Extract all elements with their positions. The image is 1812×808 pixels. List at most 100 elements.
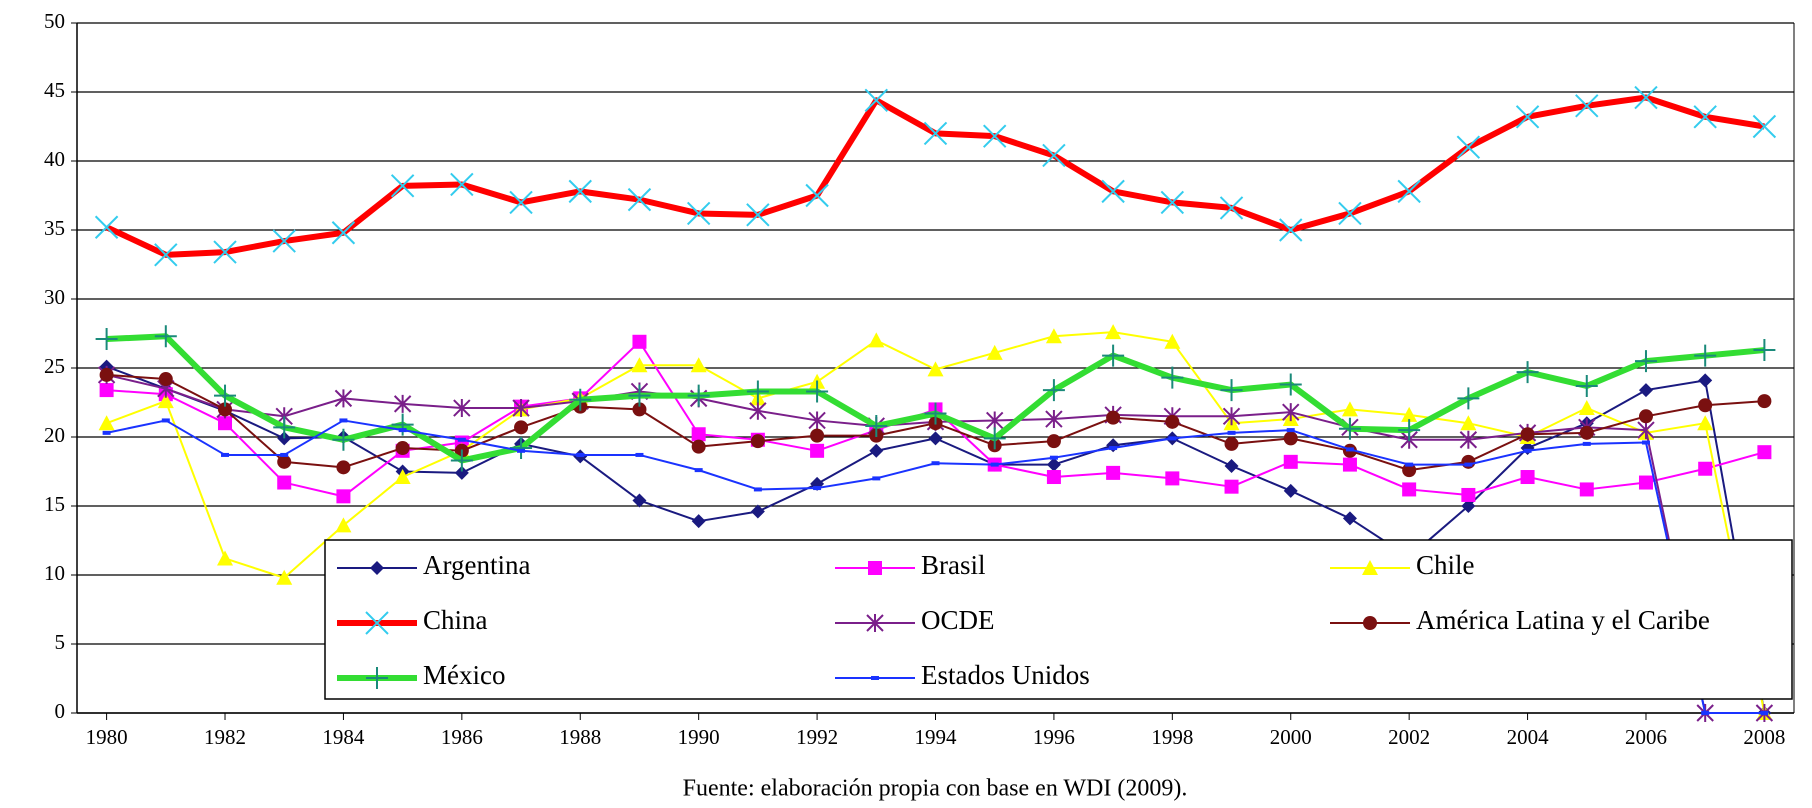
marker xyxy=(627,187,652,212)
caption: Fuente: elaboración propia con base en W… xyxy=(683,776,1188,802)
marker xyxy=(394,469,411,485)
marker xyxy=(370,561,384,575)
marker xyxy=(335,517,352,533)
marker xyxy=(1345,447,1354,452)
marker xyxy=(1342,457,1357,472)
legend-label: China xyxy=(423,605,488,635)
marker xyxy=(750,434,765,449)
marker xyxy=(1757,394,1772,409)
y-tick-label: 10 xyxy=(44,561,65,585)
marker xyxy=(1283,431,1298,446)
marker xyxy=(332,428,355,451)
x-tick-label: 1990 xyxy=(678,725,720,749)
marker xyxy=(694,468,703,473)
marker xyxy=(1464,462,1473,467)
marker xyxy=(1638,409,1653,424)
marker xyxy=(1752,114,1777,139)
marker xyxy=(1693,105,1717,129)
marker xyxy=(366,667,388,689)
marker xyxy=(99,383,114,398)
marker xyxy=(628,384,651,407)
marker xyxy=(1338,417,1361,440)
marker xyxy=(1461,487,1476,502)
marker xyxy=(512,399,530,418)
series xyxy=(95,325,1776,472)
marker xyxy=(576,452,585,457)
marker xyxy=(927,361,944,377)
marker xyxy=(98,415,115,431)
marker xyxy=(1282,403,1300,422)
marker xyxy=(569,388,592,411)
marker xyxy=(1102,344,1125,367)
x-tick-label: 1984 xyxy=(322,725,365,749)
marker xyxy=(1753,339,1776,362)
marker xyxy=(865,414,888,437)
marker xyxy=(806,380,829,403)
series xyxy=(99,334,1772,504)
marker xyxy=(1638,383,1653,398)
marker xyxy=(1461,454,1476,469)
marker xyxy=(336,460,351,475)
marker xyxy=(931,461,940,466)
marker xyxy=(1402,463,1417,478)
marker xyxy=(1575,374,1598,397)
marker xyxy=(331,221,356,245)
marker xyxy=(277,454,292,469)
marker xyxy=(1637,421,1655,440)
marker xyxy=(1363,616,1377,630)
marker xyxy=(339,418,348,423)
marker xyxy=(102,430,111,435)
marker xyxy=(635,452,644,457)
marker xyxy=(1697,415,1714,431)
marker xyxy=(398,428,407,433)
marker xyxy=(1168,436,1177,441)
marker xyxy=(1224,458,1239,473)
marker xyxy=(1109,446,1118,451)
marker xyxy=(864,88,889,112)
marker xyxy=(450,172,474,197)
x-tick-label: 1994 xyxy=(915,725,958,749)
series xyxy=(94,85,1777,267)
marker xyxy=(1694,344,1717,367)
marker xyxy=(805,183,829,208)
marker xyxy=(631,357,648,373)
marker xyxy=(1575,94,1599,118)
marker xyxy=(1049,455,1058,460)
marker xyxy=(869,443,884,458)
marker xyxy=(1397,179,1421,204)
marker xyxy=(514,420,529,435)
marker xyxy=(868,332,885,348)
y-tick-label: 30 xyxy=(44,285,65,309)
marker xyxy=(985,411,1004,430)
marker xyxy=(1698,461,1713,476)
marker xyxy=(1362,560,1378,575)
marker xyxy=(1042,143,1066,168)
marker xyxy=(1165,414,1180,429)
marker xyxy=(1579,425,1594,440)
marker xyxy=(1698,373,1713,388)
marker xyxy=(813,486,822,491)
marker xyxy=(1224,479,1239,494)
marker xyxy=(1698,398,1713,413)
marker xyxy=(1045,410,1063,429)
marker xyxy=(1164,333,1181,349)
y-tick-label: 5 xyxy=(55,630,66,654)
x-tick-label: 1996 xyxy=(1033,725,1075,749)
legend-label: México xyxy=(423,660,505,690)
legend: Argentina Brasil Chile China OCDE América Lat… xyxy=(324,539,1793,700)
marker xyxy=(1106,465,1121,480)
marker xyxy=(810,443,825,458)
x-tick-label: 2006 xyxy=(1625,725,1667,749)
marker xyxy=(1165,471,1180,486)
marker xyxy=(1219,196,1244,220)
marker xyxy=(1279,373,1302,396)
marker xyxy=(1634,85,1658,110)
marker xyxy=(1338,201,1362,226)
marker xyxy=(1520,427,1535,442)
marker xyxy=(1286,428,1295,433)
marker xyxy=(1405,462,1414,467)
marker xyxy=(868,561,882,575)
marker xyxy=(1160,190,1185,215)
series-line xyxy=(105,94,1765,258)
marker xyxy=(1161,366,1184,389)
